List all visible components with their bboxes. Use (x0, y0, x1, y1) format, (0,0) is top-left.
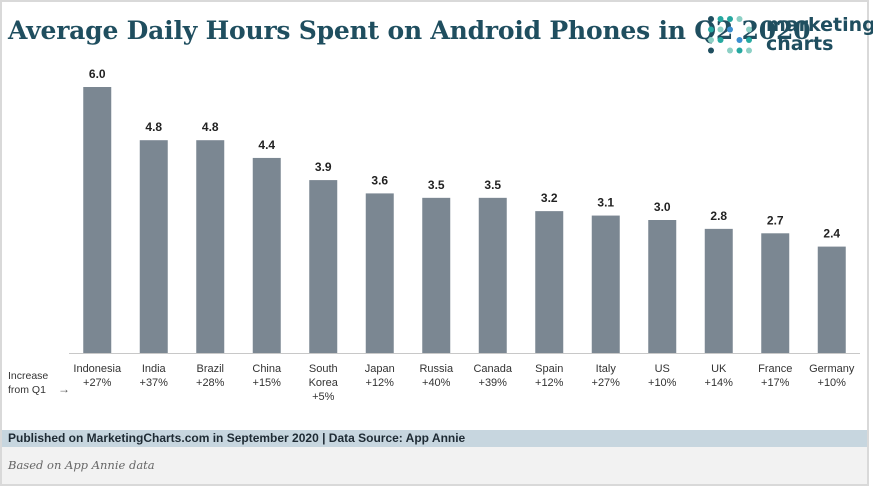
increase-label: +12% (535, 377, 564, 389)
data-label: 3.9 (315, 160, 332, 174)
side-note-line2: from Q1 (8, 384, 46, 396)
data-label: 4.4 (258, 138, 275, 152)
data-label: 4.8 (145, 120, 162, 134)
tick-label: Korea (309, 377, 339, 389)
bar (139, 140, 168, 353)
tick-label: France (758, 363, 792, 375)
data-label: 2.4 (823, 227, 840, 241)
logo-dot (736, 47, 743, 54)
increase-label: +40% (422, 377, 451, 389)
marketingcharts-logo[interactable]: marketing charts (706, 14, 873, 58)
logo-dot (746, 26, 752, 33)
data-label: 3.2 (541, 191, 558, 205)
increase-label: +37% (140, 377, 169, 389)
logo-dot (717, 37, 724, 43)
logo-text: marketing charts (766, 16, 873, 54)
footnote-bar: Based on App Annie data (2, 447, 867, 484)
logo-dot (736, 16, 743, 22)
logo-dot (746, 47, 752, 54)
tick-label: Spain (535, 363, 563, 375)
logo-text-line1: marketing (766, 14, 873, 36)
bar (591, 215, 620, 353)
logo-dot (727, 26, 733, 33)
tick-label: India (142, 363, 167, 375)
data-label: 3.0 (654, 200, 671, 214)
data-label: 3.6 (371, 173, 388, 187)
increase-label: +14% (705, 377, 734, 389)
increase-label: +27% (592, 377, 621, 389)
bar (648, 220, 677, 353)
data-label: 3.5 (484, 178, 501, 192)
logo-dot (708, 26, 714, 33)
data-label: 3.1 (597, 196, 614, 210)
increase-label: +39% (479, 377, 508, 389)
logo-dot (746, 37, 752, 43)
bar (196, 140, 225, 353)
increase-label: +17% (761, 377, 790, 389)
bar (422, 197, 451, 353)
logo-dot (708, 37, 714, 43)
increase-from-q1-label: Increase from Q1 (8, 369, 48, 397)
increase-label: +12% (366, 377, 395, 389)
increase-label: +5% (312, 391, 335, 403)
bar (704, 228, 733, 353)
data-label: 6.0 (89, 67, 106, 81)
data-label: 2.8 (710, 209, 727, 223)
increase-label: +27% (83, 377, 112, 389)
bar-chart: 6.0 Indonesia +27% 4.8 India +37% 4.8 Brazil +28… (69, 67, 860, 403)
tick-label: UK (711, 363, 727, 375)
logo-text-line2: charts (766, 33, 834, 55)
bar (83, 87, 112, 353)
chart-title: Average Daily Hours Spent on Android Pho… (8, 16, 811, 45)
tick-label: China (252, 363, 282, 375)
tick-label: Russia (419, 363, 454, 375)
logo-dot (727, 47, 733, 54)
bar (309, 180, 338, 353)
right-arrow-icon: → (58, 382, 70, 396)
increase-label: +10% (818, 377, 847, 389)
side-note-line1: Increase (8, 370, 49, 382)
logo-dot (708, 47, 714, 54)
increase-label: +28% (196, 377, 225, 389)
bar (252, 157, 281, 353)
tick-label: US (655, 363, 670, 375)
tick-label: Japan (365, 363, 395, 375)
tick-label: Indonesia (73, 363, 122, 375)
logo-dot (736, 37, 743, 43)
logo-dots-icon (708, 16, 752, 54)
increase-label: +15% (253, 377, 282, 389)
tick-label: South (309, 363, 338, 375)
logo-dot (727, 16, 733, 22)
bar (478, 197, 507, 353)
bar (817, 246, 846, 353)
logo-dot (717, 26, 724, 33)
logo-dot (717, 16, 724, 22)
tick-label: Italy (596, 363, 617, 375)
data-label: 4.8 (202, 120, 219, 134)
logo-dot (708, 16, 714, 22)
bar (535, 211, 564, 353)
tick-label: Germany (809, 363, 855, 375)
tick-label: Canada (473, 363, 512, 375)
data-label: 3.5 (428, 178, 445, 192)
published-source-bar: Published on MarketingCharts.com in Sept… (2, 430, 867, 447)
data-label: 2.7 (767, 213, 784, 227)
bar (365, 193, 394, 353)
tick-label: Brazil (196, 363, 224, 375)
bar (761, 233, 790, 353)
increase-label: +10% (648, 377, 677, 389)
